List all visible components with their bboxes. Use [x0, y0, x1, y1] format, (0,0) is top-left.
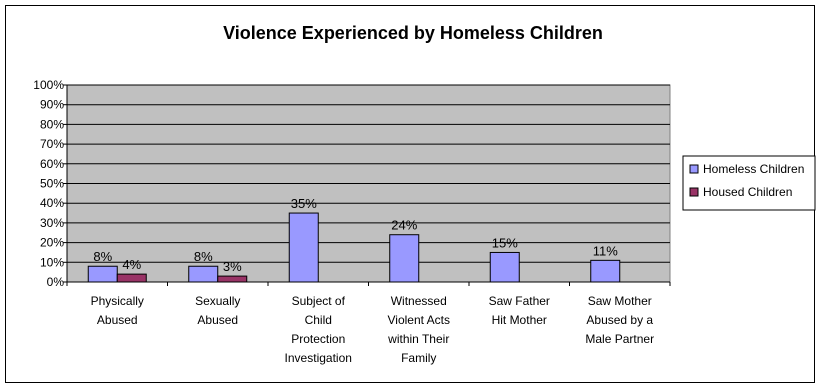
- y-tick-label: 30%: [40, 216, 64, 230]
- legend-label: Homeless Children: [703, 162, 804, 176]
- data-label: 4%: [122, 257, 141, 272]
- y-tick-label: 100%: [33, 78, 64, 92]
- y-tick-label: 70%: [40, 137, 64, 151]
- data-label: 24%: [391, 218, 417, 233]
- category-label: Saw Mother Abused by a Male Partner: [585, 294, 654, 346]
- legend-swatch: [689, 187, 699, 197]
- data-label: 35%: [291, 196, 317, 211]
- bar: [590, 259, 621, 283]
- data-label: 3%: [223, 259, 242, 274]
- plot-area: 0% 10% 20% 30% 40% 50% 60% 70% 80% 90% 100% 8% 4% Phy…: [33, 78, 671, 365]
- bar: [87, 265, 118, 283]
- y-tick-label: 20%: [40, 236, 64, 250]
- bar: [389, 234, 420, 283]
- chart-title: Violence Experienced by Homeless Childre…: [223, 23, 603, 43]
- bar: [116, 273, 147, 283]
- bar: [288, 212, 319, 283]
- bar: [489, 251, 520, 283]
- y-tick-label: 10%: [40, 255, 64, 269]
- y-tick-label: 50%: [40, 177, 64, 191]
- legend-box: [682, 155, 816, 211]
- data-label: 15%: [492, 235, 518, 250]
- data-label: 8%: [93, 249, 112, 264]
- category-label: Sexually Abused: [195, 294, 240, 327]
- y-tick-label: 40%: [40, 196, 64, 210]
- category-label: Witnessed Violent Acts within Their Family: [387, 294, 450, 365]
- data-label: 11%: [593, 243, 618, 258]
- legend-swatch: [689, 164, 699, 174]
- y-tick-label: 60%: [40, 157, 64, 171]
- y-tick-label: 80%: [40, 117, 64, 131]
- category-label: Saw Father Hit Mother: [489, 294, 550, 327]
- legend: Homeless Children Housed Children: [682, 155, 816, 211]
- category-label: Physically Abused: [91, 294, 144, 327]
- y-tick-label: 0%: [47, 275, 65, 289]
- y-tick-label: 90%: [40, 98, 64, 112]
- legend-label: Housed Children: [703, 185, 792, 199]
- bar: [217, 275, 248, 283]
- data-label: 8%: [194, 249, 213, 264]
- category-label: Subject of Child Protection Investigation: [285, 294, 352, 365]
- bar: [188, 265, 219, 283]
